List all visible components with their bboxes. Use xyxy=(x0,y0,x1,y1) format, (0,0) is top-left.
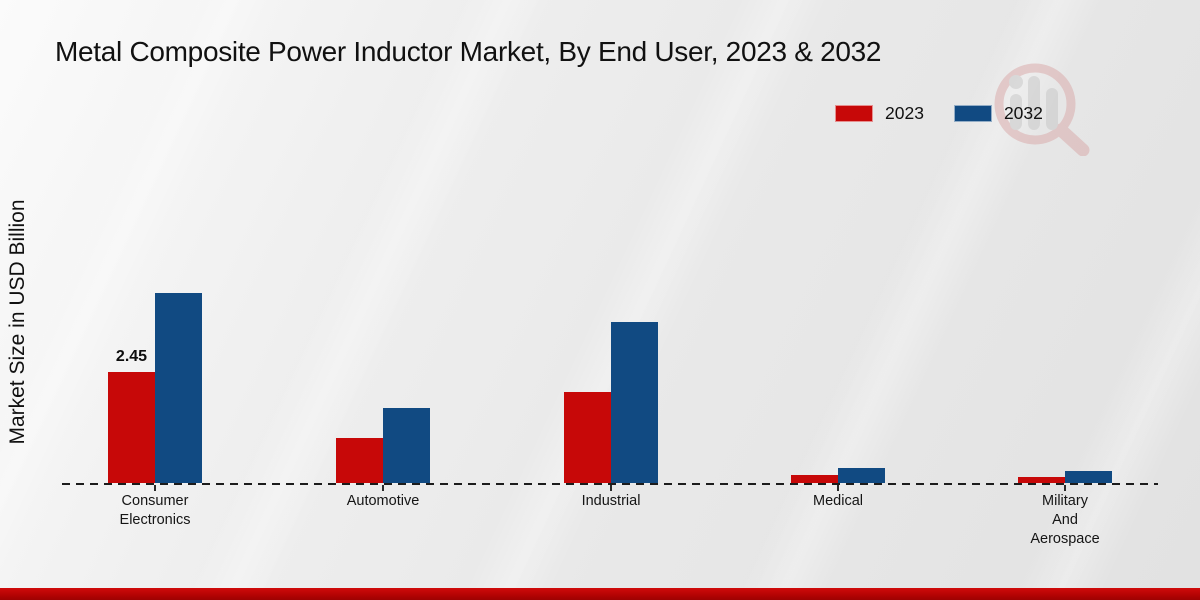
category-label-3: Medical xyxy=(813,493,863,509)
category-label-1: Automotive xyxy=(346,493,420,509)
legend-swatch-2023 xyxy=(835,105,873,122)
bar-2032-category-2 xyxy=(611,322,658,483)
bar-2032-category-1 xyxy=(383,408,430,483)
legend-item-2032: 2032 xyxy=(953,103,1043,124)
legend: 2023 2032 xyxy=(835,103,1043,124)
x-axis-dashed-line xyxy=(62,483,1158,485)
x-axis-tick xyxy=(610,485,612,491)
x-axis-tick xyxy=(837,485,839,491)
bar-2023-category-4 xyxy=(1018,477,1065,483)
bar-2032-category-0 xyxy=(155,293,202,483)
legend-label-2032: 2032 xyxy=(1003,103,1043,123)
category-label-4: Military And Aerospace xyxy=(1030,493,1100,547)
legend-item-2023: 2023 xyxy=(835,103,924,124)
bar-value-label: 2.45 xyxy=(115,348,148,365)
bar-2023-category-3 xyxy=(791,475,838,483)
footer-red-bar xyxy=(0,588,1200,600)
chart-title: Metal Composite Power Inductor Market, B… xyxy=(55,36,882,67)
legend-swatch-2032 xyxy=(953,105,992,122)
legend-label-2023: 2023 xyxy=(885,103,924,123)
x-axis-tick xyxy=(382,485,384,491)
bar-2032-category-4 xyxy=(1065,471,1112,483)
bar-2032-category-3 xyxy=(838,468,885,483)
x-axis-tick xyxy=(154,485,156,491)
x-axis-tick xyxy=(1064,485,1066,491)
magnifier-bars-logo-icon xyxy=(994,63,1090,156)
bar-2023-category-0 xyxy=(108,372,155,483)
bar-2023-category-2 xyxy=(564,392,611,483)
category-label-0: Consumer Electronics xyxy=(119,493,191,528)
bar-2023-category-1 xyxy=(336,438,383,483)
category-label-2: Industrial xyxy=(581,493,641,509)
